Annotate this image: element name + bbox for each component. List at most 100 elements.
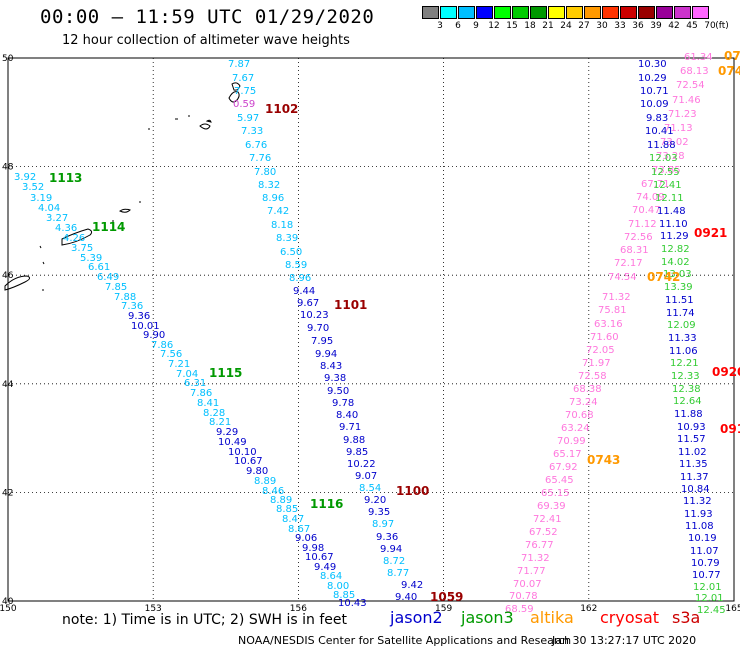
wave-height-value: 65.17 [553,449,582,460]
wave-height-value: 7.86 [151,340,173,351]
wave-height-value: 11.37 [680,472,709,483]
wave-height-value: 7.95 [311,336,333,347]
wave-height-value: 4.04 [38,203,60,214]
wave-height-value: 73.28 [656,151,685,162]
wave-height-value: 8.85 [276,504,298,515]
wave-height-value: 68.31 [620,245,649,256]
wave-height-value: 9.36 [376,532,398,543]
colorbar-label: 30 [596,21,608,31]
wave-height-value: 75.81 [598,305,627,316]
wave-height-value: 11.33 [668,333,697,344]
wave-height-value: 3.92 [14,172,36,183]
wave-height-value: 63.24 [561,423,590,434]
latitude-tick-label: 50 [2,54,14,64]
colorbar-swatch [476,6,493,19]
wave-height-value: 8.67 [288,524,310,535]
wave-height-value: 4.26 [63,233,85,244]
latitude-tick-label: 48 [2,163,14,173]
wave-height-value: 73.85 [652,165,681,176]
wave-height-value: 72.54 [676,80,705,91]
track-time-label: 0921 [694,226,727,240]
longitude-tick-label: 153 [145,604,162,614]
wave-height-value: 10.01 [131,321,160,332]
wave-height-value: 67.92 [549,462,578,473]
colorbar-swatch [512,6,529,19]
wave-height-value: 8.54 [359,483,381,494]
wave-height-value: 8.28 [203,408,225,419]
colorbar-label: 33 [614,21,626,31]
wave-height-value: 10.77 [692,570,721,581]
wave-height-value: 9.42 [401,580,423,591]
wave-height-value: 61.34 [684,52,713,63]
wave-height-value: 3.75 [71,243,93,254]
wave-height-value: 71.97 [582,358,611,369]
track-time-label: 0740 [718,64,740,78]
wave-height-value: 9.49 [314,562,336,573]
wave-height-value: 70.78 [509,591,538,602]
wave-height-value: 68.59 [505,604,534,615]
wave-height-value: 9.83 [646,113,668,124]
wave-height-value: 71.77 [517,566,546,577]
wave-height-value: 69.39 [537,501,566,512]
longitude-tick-label: 165 [725,604,740,614]
wave-height-value: 13.03 [663,269,692,280]
wave-height-value: 3.52 [22,182,44,193]
wave-height-value: 9.71 [339,422,361,433]
wave-height-value: 8.77 [387,568,409,579]
wave-height-value: 9.94 [315,349,337,360]
track-time-label: 0741 [724,49,740,63]
wave-height-value: 6.61 [88,262,110,273]
wave-height-value: 3.27 [46,213,68,224]
colorbar-swatch [638,6,655,19]
wave-height-value: 10.41 [645,126,674,137]
footer-credit: NOAA/NESDIS Center for Satellite Applica… [238,634,572,647]
wave-height-value: 10.09 [640,99,669,110]
wave-height-value: 11.57 [677,434,706,445]
wave-height-value: 74.09 [636,192,665,203]
wave-height-value: 6.49 [97,272,119,283]
wave-height-value: 11.88 [674,409,703,420]
legend-jason2: jason2 [390,608,443,627]
wave-height-value: 68.38 [573,384,602,395]
wave-height-value: 9.90 [143,330,165,341]
coastline-island [4,275,31,291]
track-time-label: 1114 [92,220,125,234]
colorbar-label: 36 [632,21,644,31]
track-time-label: 1101 [334,298,367,312]
wave-height-value: 13.39 [664,282,693,293]
wave-height-value: 74.54 [608,272,637,283]
wave-height-value: 8.96 [289,273,311,284]
wave-height-value: 7.75 [234,86,256,97]
wave-height-value: 12.55 [651,167,680,178]
wave-height-value: 8.41 [197,398,219,409]
colorbar-label: 45 [686,21,698,31]
track-time-label: 1113 [49,171,82,185]
wave-height-value: 8.96 [262,193,284,204]
colorbar-label: 12 [488,21,500,31]
longitude-tick-label: 162 [580,604,597,614]
wave-height-value: 11.35 [679,459,708,470]
colorbar-swatch [674,6,691,19]
wave-height-value: 7.80 [254,167,276,178]
wave-height-value: 12.45 [697,605,726,616]
wave-height-value: 9.38 [324,373,346,384]
track-time-label: 0743 [587,453,620,467]
track-time-label: 0919 [720,422,740,436]
wave-height-value: 8.97 [372,519,394,530]
longitude-tick-label: 156 [290,604,307,614]
colorbar-swatch [440,6,457,19]
colorbar-label: 3 [437,21,443,31]
wave-height-value: 8.47 [282,514,304,525]
wave-height-value: 9.67 [297,298,319,309]
coastline-island [228,91,240,103]
colorbar-label: 70 [704,21,716,31]
latitude-tick-label: 46 [2,271,14,281]
wave-height-value: 70.99 [557,436,586,447]
wave-height-value: 8.32 [258,180,280,191]
wave-height-value: 7.87 [228,59,250,70]
wave-height-value: 8.40 [336,410,358,421]
colorbar-label: 27 [578,21,590,31]
wave-height-colorbar: 3 6 9 12 15 18 21 24 27 30 33 36 39 42 45 70 (ft) [422,6,734,34]
